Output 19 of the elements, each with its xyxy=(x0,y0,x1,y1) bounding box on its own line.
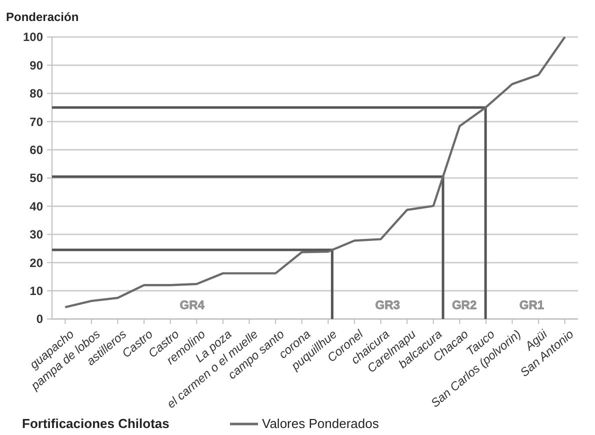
annotation: GR4 xyxy=(180,298,205,312)
y-axis-title: Ponderación xyxy=(6,10,79,24)
y-tick-label: 50 xyxy=(30,171,44,186)
y-tick-label: 80 xyxy=(30,86,44,101)
y-tick-label: 20 xyxy=(30,256,44,270)
annotation: GR3 xyxy=(375,298,400,312)
y-tick-label: 0 xyxy=(36,312,44,326)
x-axis-title: Fortificaciones Chilotas xyxy=(22,416,170,431)
legend-label: Valores Ponderados xyxy=(262,416,380,431)
y-tick-label: 30 xyxy=(30,228,44,242)
y-tick-label: 40 xyxy=(30,199,44,214)
y-tick-label: 100 xyxy=(22,30,44,44)
line-series xyxy=(64,36,566,308)
y-tick-label: 90 xyxy=(30,58,44,72)
annotation: GR2 xyxy=(452,298,477,312)
y-tick-label: 60 xyxy=(30,143,44,157)
y-tick-label: 70 xyxy=(30,114,44,129)
annotation: GR1 xyxy=(519,298,544,312)
y-tick-label: 10 xyxy=(30,284,44,298)
